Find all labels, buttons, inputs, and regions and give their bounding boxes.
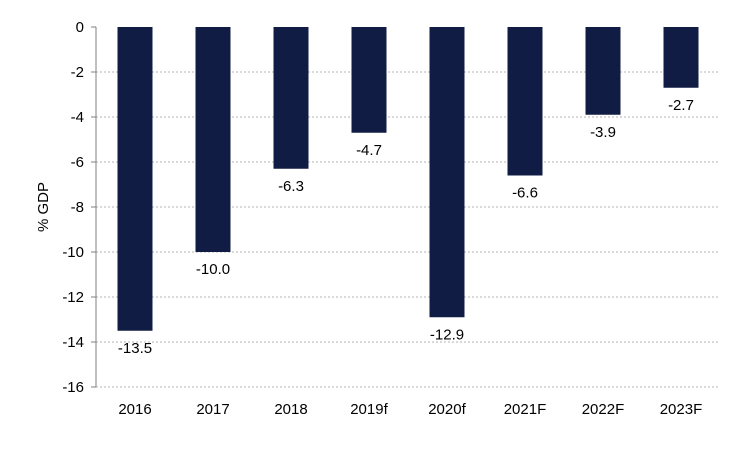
bar: [507, 27, 543, 176]
x-tick-label: 2023F: [660, 401, 703, 418]
y-tick-label: -8: [71, 199, 84, 216]
x-tick-label: 2021F: [504, 401, 547, 418]
data-label: -10.0: [196, 261, 230, 278]
x-tick-label: 2018: [274, 401, 307, 418]
data-label: -6.3: [278, 178, 304, 195]
y-tick-label: 0: [76, 19, 84, 36]
bars: [117, 27, 699, 331]
data-labels: -13.5 -10.0 -6.3 -4.7 -12.9 -6.6 -3.9 -2.7: [118, 97, 694, 357]
y-tick-label: -12: [62, 289, 84, 306]
bar: [195, 27, 231, 252]
bar: [585, 27, 621, 115]
y-tick-label: -10: [62, 244, 84, 261]
bar: [117, 27, 153, 331]
x-tick-label: 2017: [196, 401, 229, 418]
y-tick-label: -14: [62, 334, 84, 351]
y-tick-label: -4: [71, 109, 84, 126]
x-tick-label: 2020f: [428, 401, 466, 418]
data-label: -12.9: [430, 326, 464, 343]
bar: [351, 27, 387, 133]
y-tick-label: -2: [71, 64, 84, 81]
data-label: -13.5: [118, 340, 152, 357]
y-tick-label: -6: [71, 154, 84, 171]
data-label: -3.9: [590, 124, 616, 141]
data-label: -2.7: [668, 97, 694, 114]
data-label: -6.6: [512, 185, 538, 202]
y-axis-title: % GDP: [35, 182, 52, 232]
x-tick-label: 2019f: [350, 401, 388, 418]
gridlines: [96, 71, 720, 388]
data-label: -4.7: [356, 142, 382, 159]
bar: [663, 27, 699, 88]
bar: [429, 27, 465, 318]
x-tick-label: 2022F: [582, 401, 625, 418]
bar: [273, 27, 309, 169]
x-tick-label: 2016: [118, 401, 151, 418]
axes: 0 -2 -4 -6 -8 -10 -12 -14 -16 2016 2017 2018 2019f 20…: [62, 19, 702, 418]
y-tick-label: -16: [62, 379, 84, 396]
